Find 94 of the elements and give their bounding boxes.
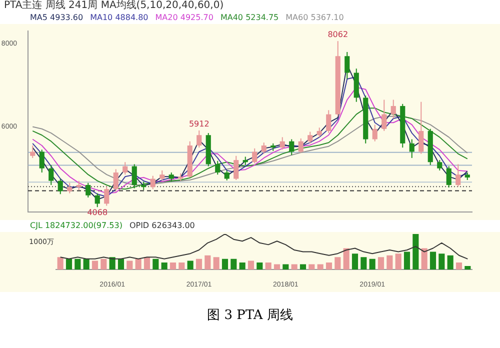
bar (412, 234, 419, 270)
bar (308, 264, 315, 270)
bar (282, 264, 289, 270)
bar (74, 258, 81, 270)
bar (109, 257, 116, 270)
candlestick (67, 182, 72, 194)
candlestick (308, 131, 313, 144)
candlestick (104, 186, 110, 206)
text: MA20 4925.70 (155, 12, 214, 24)
candlestick (252, 148, 258, 164)
candlestick (215, 160, 220, 176)
bar (386, 255, 393, 270)
candlestick (86, 182, 91, 198)
bar (213, 257, 220, 270)
candlestick (76, 180, 82, 190)
candlestick (437, 160, 442, 171)
bar (178, 262, 185, 270)
annotation: 4068 (87, 208, 108, 218)
bar (404, 252, 410, 270)
candlestick (150, 175, 156, 190)
bar (135, 258, 142, 270)
text: MA10 4884.80 (90, 12, 148, 24)
bar (395, 254, 402, 270)
bar (239, 262, 246, 270)
candlestick (58, 178, 63, 195)
candlestick (39, 149, 44, 174)
bar (300, 264, 306, 270)
candlestick (344, 51, 350, 80)
candlestick (289, 138, 294, 156)
bar (326, 262, 332, 270)
bar (118, 258, 124, 270)
text: 图 3 PTA 周线 (206, 307, 294, 324)
candlestick (160, 170, 165, 182)
text: MA40 5234.75 (220, 12, 279, 24)
bar (57, 257, 64, 270)
bar (66, 258, 72, 270)
candlestick (113, 168, 118, 192)
candlestick (30, 145, 36, 158)
candlestick (122, 162, 128, 176)
bar (248, 260, 254, 270)
annotation: 8062 (328, 30, 348, 40)
bar (196, 258, 202, 270)
text: MA5 4933.60 (30, 12, 84, 24)
bar (152, 258, 159, 270)
bar (222, 258, 228, 270)
bar (334, 257, 341, 270)
bar (204, 255, 211, 270)
candlestick (196, 130, 202, 148)
annotation: 5912 (188, 120, 210, 129)
bar (126, 260, 133, 270)
bar (343, 248, 350, 270)
bar (256, 262, 263, 270)
bar (464, 266, 471, 270)
bar (187, 260, 194, 270)
bar (100, 258, 107, 270)
candlestick (224, 170, 230, 181)
bar (230, 258, 237, 270)
candlestick (390, 99, 396, 119)
candlestick (418, 101, 424, 154)
candlestick (382, 99, 387, 132)
bar (369, 258, 376, 270)
bar (438, 254, 445, 270)
candlestick (298, 138, 304, 154)
candlestick (456, 164, 461, 188)
bar (161, 262, 168, 270)
bar (378, 257, 384, 270)
bar (421, 248, 428, 270)
candlestick (372, 124, 378, 142)
bar (92, 260, 98, 270)
bar (447, 255, 454, 270)
candlestick (168, 172, 174, 182)
bar (352, 254, 358, 270)
candlestick (48, 164, 54, 186)
candlestick (94, 192, 100, 208)
bar (83, 258, 90, 270)
candlestick (261, 142, 266, 154)
text: OPID 626343.00 (129, 220, 195, 232)
bar (274, 264, 280, 270)
text: CJL 1824732.00(97.53) (30, 220, 122, 232)
candlestick (234, 155, 239, 180)
bar (170, 262, 176, 270)
bar (360, 257, 367, 270)
candlestick (280, 136, 285, 150)
bar (456, 262, 462, 270)
text: MA60 5367.10 (286, 12, 344, 24)
candlestick (409, 138, 414, 158)
candlestick (316, 127, 322, 138)
candlestick (326, 110, 332, 134)
bar (317, 264, 324, 270)
bar (144, 257, 150, 270)
bar (291, 264, 298, 270)
bar (265, 262, 272, 270)
candlestick (446, 166, 452, 188)
bar (430, 252, 436, 270)
